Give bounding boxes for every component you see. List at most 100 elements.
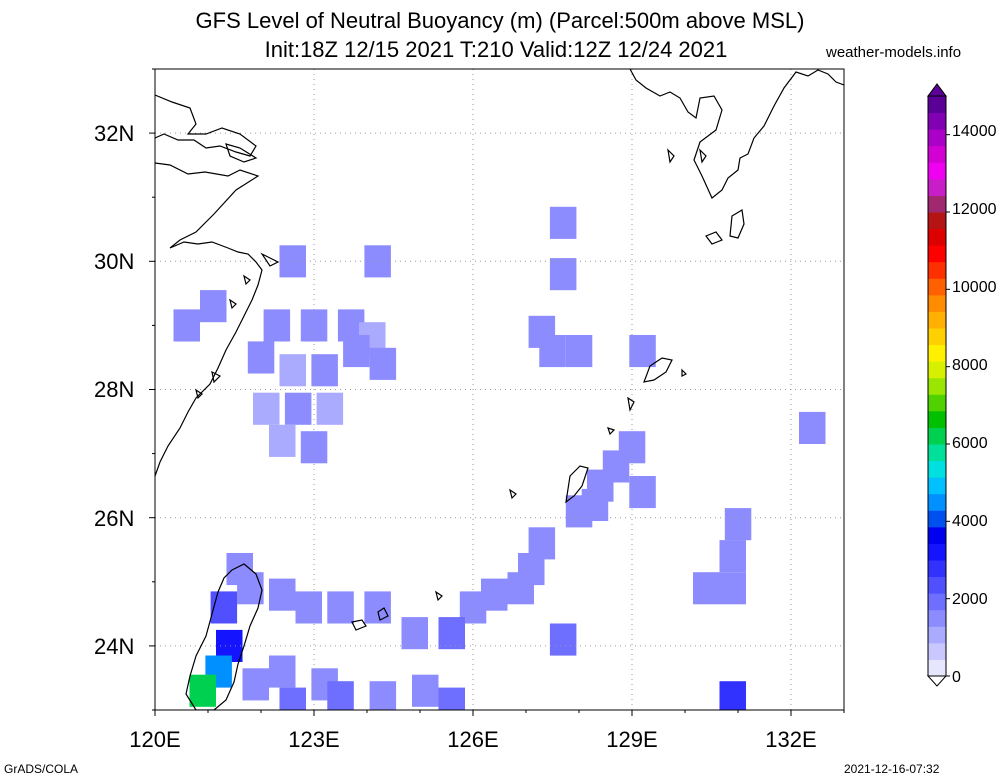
lnb-cell [412, 674, 439, 707]
data-layer [173, 206, 826, 710]
x-tick-label: 123E [288, 727, 340, 752]
colorbar-segment [928, 195, 946, 213]
colorbar-min-arrow [926, 675, 948, 687]
colorbar-max-arrow [927, 83, 947, 97]
colorbar-segment [928, 526, 946, 544]
gridlines [155, 69, 844, 710]
colorbar-tick-label: 4000 [952, 513, 988, 530]
lnb-cell [565, 335, 593, 368]
lnb-cell [364, 591, 391, 624]
lnb-cell [173, 309, 200, 342]
lnb-cell [200, 290, 227, 323]
coastlines [155, 69, 844, 710]
lnb-cell [343, 335, 370, 368]
colorbar-segment [928, 510, 946, 528]
lnb-cell [247, 341, 275, 374]
colorbar-segment [928, 294, 946, 312]
colorbar-segment [928, 145, 946, 163]
lnb-cell [300, 431, 328, 464]
lnb-cell [719, 572, 746, 605]
lnb-cell [693, 572, 720, 605]
lnb-cell [210, 591, 238, 624]
y-tick-label: 32N [94, 121, 135, 146]
software-credit: GrADS/COLA [4, 762, 79, 776]
colorbar-tick-label: 2000 [952, 591, 988, 608]
colorbar-segment [928, 228, 946, 246]
lnb-cell [269, 424, 296, 457]
colorbar-segment [928, 377, 946, 395]
colorbar-segment [928, 278, 946, 296]
lnb-cell [269, 578, 296, 611]
lnb-cell [799, 411, 826, 444]
colorbar-tick-label: 14000 [952, 123, 997, 140]
lnb-cell [549, 206, 577, 239]
colorbar-frame [927, 95, 947, 677]
kyushu-coast [629, 69, 844, 199]
lnb-cell [316, 392, 344, 425]
lnb-cell [565, 495, 593, 528]
lnb-cell [549, 623, 577, 656]
chart-subtitle: Init:18Z 12/15 2021 T:210 Valid:12Z 12/2… [264, 37, 728, 62]
colorbar-segment [928, 261, 946, 279]
colorbar-segment [928, 344, 946, 362]
y-tick-label: 30N [94, 249, 135, 274]
colorbar-segment [928, 543, 946, 561]
lnb-cell [253, 392, 280, 425]
lnb-cell [539, 335, 566, 368]
china-north-coast [155, 94, 257, 157]
lnb-cell [327, 591, 354, 624]
lnb-cell [629, 476, 656, 509]
lnb-cell [242, 668, 269, 701]
colorbar-segment [928, 178, 946, 196]
colorbar-segment [928, 659, 946, 677]
colorbar-segment [928, 609, 946, 627]
colorbar-segment [928, 493, 946, 511]
colorbar-segment [928, 576, 946, 594]
lnb-cell [369, 681, 397, 710]
colorbar-segment [928, 626, 946, 644]
colorbar-segment [928, 328, 946, 346]
y-tick-label: 28N [94, 377, 135, 402]
axis-ticks [149, 68, 845, 716]
colorbar [926, 83, 950, 687]
colorbar-segment [928, 96, 946, 114]
colorbar-segment [928, 593, 946, 611]
lnb-cell [724, 508, 752, 541]
colorbar-tick-label: 0 [952, 669, 961, 686]
colorbar-segment [928, 162, 946, 180]
yangtze-estuary [225, 143, 258, 163]
x-tick-label: 126E [447, 727, 499, 752]
lnb-cell [284, 392, 312, 425]
lnb-cell [507, 572, 534, 605]
colorbar-segment [928, 460, 946, 478]
lnb-cell [279, 687, 306, 710]
lnb-cell [438, 617, 465, 650]
source-label: weather-models.info [826, 44, 962, 61]
lnb-cell [295, 591, 322, 624]
colorbar-segment [928, 560, 946, 578]
lnb-cell [438, 687, 465, 710]
colorbar-segment [928, 427, 946, 445]
x-tick-label: 132E [765, 727, 817, 752]
lnb-cell [369, 347, 397, 380]
generated-timestamp: 2021-12-16-07:32 [844, 762, 940, 776]
lnb-cell [364, 245, 391, 278]
colorbar-segment [928, 477, 946, 495]
lnb-cell [549, 258, 577, 291]
colorbar-tick-label: 10000 [952, 279, 997, 296]
colorbar-segment [928, 410, 946, 428]
x-tick-label: 120E [129, 727, 181, 752]
colorbar-tick-label: 12000 [952, 201, 997, 218]
taiwan-coast [185, 563, 263, 710]
lnb-cell [401, 617, 428, 650]
coastal-islands [195, 252, 280, 400]
chart-title: GFS Level of Neutral Buoyancy (m) (Parce… [195, 8, 805, 33]
colorbar-segment [928, 361, 946, 379]
colorbar-segment [928, 642, 946, 660]
lnb-cell [279, 354, 306, 387]
colorbar-segment [928, 112, 946, 130]
lnb-cell [189, 674, 216, 707]
lnb-cell [279, 245, 306, 278]
lnb-cell [629, 335, 656, 368]
